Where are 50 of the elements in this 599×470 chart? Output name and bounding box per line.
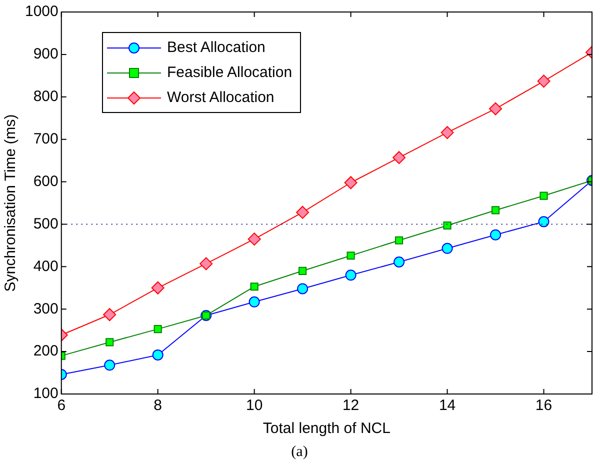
point: [248, 296, 260, 308]
point: [395, 236, 404, 244]
point: [345, 270, 356, 281]
y-tick-label: 1000: [24, 3, 58, 20]
x-tick-label: 10: [246, 397, 263, 414]
y-tick-label: 300: [33, 300, 58, 318]
point: [540, 192, 548, 200]
point: [344, 176, 358, 190]
point: [442, 242, 453, 254]
y-tick-label: 100: [33, 385, 58, 402]
y-tick-label: 400: [33, 258, 58, 275]
point: [106, 338, 114, 346]
point: [537, 74, 550, 88]
y-tick-label: 800: [33, 88, 58, 106]
point: [489, 102, 502, 116]
point: [298, 266, 307, 275]
x-tick-label: 12: [342, 397, 360, 414]
legend-label: Feasible Allocation: [167, 63, 292, 83]
point: [491, 206, 500, 214]
point: [151, 281, 164, 294]
x-tick-label: 6: [57, 397, 66, 414]
y-tick-label: 900: [33, 46, 58, 63]
point: [248, 232, 261, 246]
legend-label: Best Allocation: [167, 38, 266, 58]
point: [152, 349, 164, 360]
point: [394, 256, 405, 268]
x-tick-label: 14: [438, 397, 456, 414]
point: [297, 283, 308, 294]
point: [200, 257, 213, 270]
point: [103, 308, 116, 322]
y-axis-title: Synchronisation Time (ms): [2, 114, 20, 292]
y-tick-label: 200: [33, 342, 58, 360]
point: [490, 229, 502, 240]
point: [440, 126, 454, 140]
x-tick-label: 16: [535, 397, 552, 414]
point: [392, 151, 406, 164]
x-axis-title: Total length of NCL: [262, 420, 390, 438]
point: [346, 252, 355, 260]
point: [154, 325, 162, 334]
y-tick-label: 600: [33, 172, 58, 190]
text: (a): [290, 444, 309, 461]
legend-label: Worst Allocation: [167, 88, 274, 108]
point: [538, 216, 550, 228]
point: [296, 206, 310, 219]
point: [250, 282, 258, 291]
point: [104, 360, 116, 371]
x-tick-label: 8: [154, 397, 162, 414]
point: [443, 221, 452, 230]
y-tick-label: 700: [33, 130, 58, 148]
y-tick-label: 500: [33, 215, 58, 232]
